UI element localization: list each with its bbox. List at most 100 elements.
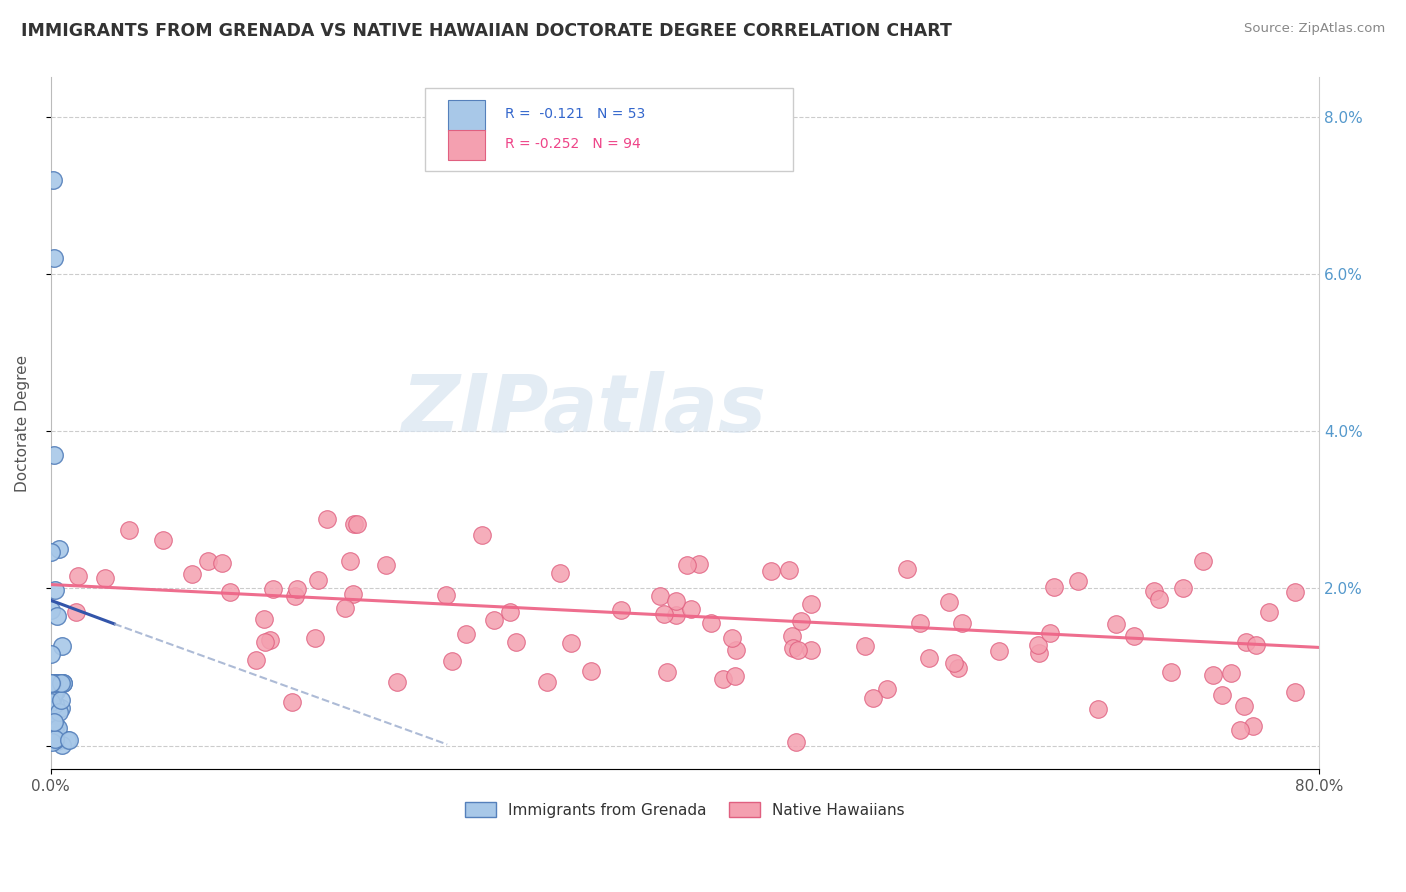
Point <box>49 675 72 690</box>
Point <box>1087 702 1109 716</box>
Text: R = -0.252   N = 94: R = -0.252 N = 94 <box>505 136 641 151</box>
Point <box>785 735 807 749</box>
Point <box>197 554 219 568</box>
Point <box>49 700 72 714</box>
Point <box>1123 628 1146 642</box>
Point <box>759 564 782 578</box>
Point <box>259 633 281 648</box>
Point <box>281 695 304 709</box>
Point <box>44 697 66 711</box>
Point <box>42 675 65 690</box>
Point <box>938 595 960 609</box>
Point <box>505 635 527 649</box>
Point <box>253 635 276 649</box>
Point <box>45 684 67 698</box>
Point <box>41 734 63 748</box>
Point <box>790 614 813 628</box>
Point <box>655 665 678 680</box>
Point <box>1284 685 1306 699</box>
Point <box>39 695 62 709</box>
Point <box>787 642 810 657</box>
Point <box>1241 719 1264 733</box>
Text: ZIPatlas: ZIPatlas <box>401 370 766 449</box>
Point <box>676 558 699 572</box>
Point <box>665 607 688 622</box>
Point <box>1211 689 1233 703</box>
Point <box>44 722 66 736</box>
Point <box>45 684 67 698</box>
Point <box>1258 605 1281 619</box>
Point <box>342 587 364 601</box>
Point <box>499 606 522 620</box>
Point <box>908 615 931 630</box>
Point <box>950 615 973 630</box>
Point <box>700 615 723 630</box>
Point <box>1160 665 1182 679</box>
Point <box>1143 584 1166 599</box>
Point <box>152 533 174 547</box>
Point <box>581 664 603 678</box>
Y-axis label: Doctorate Degree: Doctorate Degree <box>15 355 30 491</box>
Point <box>782 641 804 656</box>
Point <box>284 590 307 604</box>
Point <box>45 734 67 748</box>
Point <box>51 738 73 752</box>
Point <box>41 675 63 690</box>
Point <box>652 607 675 621</box>
Point <box>1219 665 1241 680</box>
Point <box>948 661 970 675</box>
Point <box>51 639 73 653</box>
Point <box>52 675 75 690</box>
Point <box>48 675 70 690</box>
Point <box>67 568 90 582</box>
Point <box>39 544 62 558</box>
Point <box>679 602 702 616</box>
Point <box>39 723 62 737</box>
Point <box>44 731 66 746</box>
Point <box>800 598 823 612</box>
Point <box>896 562 918 576</box>
Point <box>41 685 63 699</box>
Point <box>42 172 65 186</box>
Point <box>610 602 633 616</box>
Point <box>1202 668 1225 682</box>
Point <box>1067 574 1090 589</box>
Point <box>1171 581 1194 595</box>
Point <box>800 643 823 657</box>
FancyBboxPatch shape <box>449 130 485 161</box>
Point <box>1233 699 1256 714</box>
Point <box>987 643 1010 657</box>
Point <box>52 675 75 690</box>
Point <box>853 640 876 654</box>
Point <box>39 603 62 617</box>
Point <box>42 686 65 700</box>
Point <box>440 654 463 668</box>
Point <box>39 647 62 661</box>
Point <box>1039 625 1062 640</box>
Point <box>316 511 339 525</box>
Point <box>42 675 65 690</box>
Point <box>339 554 361 568</box>
Point <box>218 585 240 599</box>
Point <box>118 523 141 537</box>
Point <box>688 558 710 572</box>
Legend: Immigrants from Grenada, Native Hawaiians: Immigrants from Grenada, Native Hawaiian… <box>460 796 911 824</box>
Point <box>58 733 80 747</box>
Point <box>45 609 67 624</box>
Point <box>648 590 671 604</box>
Point <box>536 675 558 690</box>
Point <box>211 556 233 570</box>
Point <box>385 675 408 690</box>
Point <box>711 672 734 686</box>
Point <box>46 675 69 690</box>
Point <box>49 693 72 707</box>
Point <box>180 566 202 581</box>
Point <box>42 448 65 462</box>
Point <box>374 558 396 573</box>
Point <box>778 563 800 577</box>
Point <box>41 715 63 730</box>
Point <box>262 582 284 596</box>
Point <box>1105 617 1128 632</box>
Point <box>918 651 941 665</box>
Point <box>333 600 356 615</box>
